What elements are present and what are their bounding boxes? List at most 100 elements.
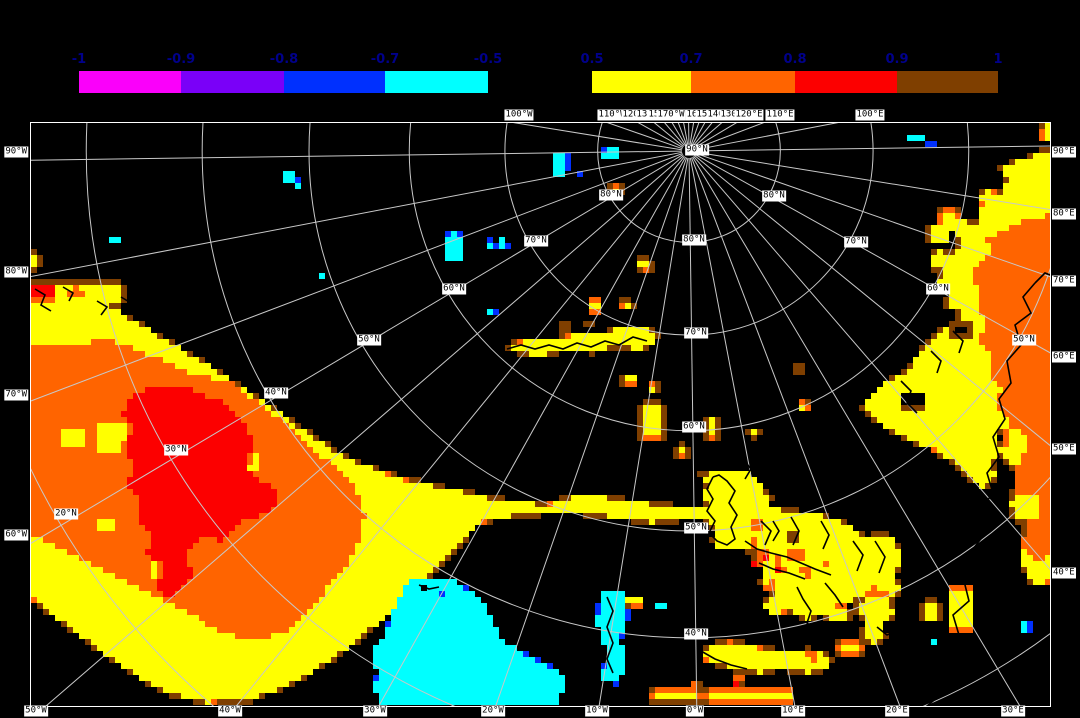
colorbar-tick: 0.5 bbox=[580, 52, 604, 67]
latitude-label: 50°N bbox=[357, 334, 381, 346]
coastline bbox=[758, 562, 806, 580]
longitude-label: 80°W bbox=[4, 266, 28, 278]
longitude-label: 60°W bbox=[4, 529, 28, 541]
coastline bbox=[120, 296, 133, 312]
latitude-label: 90°N bbox=[685, 144, 709, 156]
colorbar-tick: 0.7 bbox=[679, 52, 703, 67]
meridian-line bbox=[694, 155, 1050, 447]
meridian-line bbox=[694, 153, 1050, 354]
meridian-line bbox=[653, 123, 684, 147]
graticule-overlay bbox=[31, 123, 1050, 706]
colorbar-tick: 1 bbox=[993, 52, 1003, 67]
latitude-label: 30°N bbox=[164, 444, 188, 456]
meridian-line bbox=[690, 123, 700, 145]
colorbar-tick: 0.9 bbox=[885, 52, 909, 67]
colorbar-segment bbox=[795, 71, 897, 93]
meridian-line bbox=[695, 151, 1050, 210]
latitude-circle bbox=[201, 123, 1050, 639]
longitude-label: 120°E bbox=[734, 109, 764, 121]
latitude-circle bbox=[31, 467, 215, 706]
longitude-label: 20°E bbox=[885, 705, 909, 717]
coastline bbox=[706, 474, 738, 546]
coastline bbox=[900, 380, 918, 414]
latitude-label: 50°N bbox=[1012, 334, 1036, 346]
coastline bbox=[790, 516, 800, 546]
coastline bbox=[506, 336, 648, 350]
colorbar-tick: -0.8 bbox=[269, 52, 299, 67]
meridian-line bbox=[689, 123, 695, 145]
longitude-label: 60°E bbox=[1052, 351, 1076, 363]
colorbar-segment bbox=[691, 71, 795, 93]
meridian-line bbox=[598, 157, 689, 706]
coastline bbox=[742, 458, 752, 480]
longitude-label: 100°W bbox=[504, 109, 534, 121]
meridian-line bbox=[689, 157, 796, 706]
coastline bbox=[820, 520, 830, 550]
meridian-line bbox=[637, 123, 684, 149]
coastline bbox=[930, 350, 942, 374]
coastline bbox=[874, 540, 886, 574]
longitude-label: 10°W bbox=[585, 705, 609, 717]
colorbar-tick: -0.9 bbox=[166, 52, 196, 67]
longitude-label: 0°W bbox=[685, 705, 705, 717]
colorbar-negative-scale bbox=[79, 71, 488, 93]
meridian-line bbox=[378, 156, 687, 706]
colorbar-positive-scale bbox=[592, 71, 998, 93]
longitude-label: 170°W bbox=[656, 109, 686, 121]
meridian-line bbox=[31, 154, 684, 544]
meridian-line bbox=[683, 123, 689, 145]
longitude-label: 70°W bbox=[4, 389, 28, 401]
longitude-label: 90°E bbox=[1052, 146, 1076, 158]
latitude-circle bbox=[31, 123, 1050, 706]
latitude-label: 80°N bbox=[762, 190, 786, 202]
meridian-line bbox=[688, 157, 698, 706]
colorbar-tick: 0.8 bbox=[783, 52, 807, 67]
coastline bbox=[824, 582, 844, 608]
meridian-line bbox=[607, 123, 683, 150]
meridian-line bbox=[512, 123, 683, 151]
meridian-line bbox=[31, 151, 683, 278]
meridian-line bbox=[692, 156, 1021, 706]
latitude-circle bbox=[85, 123, 1050, 706]
coastline bbox=[744, 540, 832, 576]
longitude-label: 70°E bbox=[1052, 275, 1076, 287]
longitude-label: 90°W bbox=[4, 146, 28, 158]
longitude-label: 50°E bbox=[1052, 443, 1076, 455]
latitude-label: 70°N bbox=[844, 236, 868, 248]
coastline bbox=[96, 300, 109, 316]
longitude-label: 110°E bbox=[765, 109, 795, 121]
data-patch-canvas bbox=[31, 123, 1050, 706]
longitude-label: 110°W bbox=[597, 109, 627, 121]
longitude-label: 40°E bbox=[1052, 567, 1076, 579]
meridian-line bbox=[45, 155, 685, 706]
meridian-line bbox=[495, 157, 688, 706]
coastline bbox=[926, 282, 1036, 706]
coastline bbox=[418, 584, 440, 590]
longitude-label: 100°E bbox=[855, 109, 885, 121]
coastline bbox=[606, 596, 614, 674]
coastline bbox=[700, 650, 748, 670]
meridian-line bbox=[31, 150, 683, 161]
coastline bbox=[876, 626, 898, 636]
coastline bbox=[796, 586, 816, 630]
coastline bbox=[1034, 272, 1050, 284]
longitude-label: 30°W bbox=[363, 705, 387, 717]
colorbar-segment bbox=[79, 71, 181, 93]
colorbar-tick: -0.5 bbox=[473, 52, 503, 67]
coastline bbox=[760, 520, 772, 546]
latitude-label: 60°N bbox=[682, 421, 706, 433]
colorbar-segment bbox=[385, 71, 488, 93]
latitude-label: 40°N bbox=[264, 387, 288, 399]
map-frame bbox=[30, 122, 1051, 707]
colorbar-tick: -1 bbox=[71, 52, 87, 67]
colorbar-segment bbox=[592, 71, 691, 93]
longitude-label: 40°W bbox=[218, 705, 242, 717]
coastline bbox=[34, 288, 52, 312]
colorbar-tick: -0.7 bbox=[370, 52, 400, 67]
latitude-circle bbox=[308, 123, 1050, 532]
coastline bbox=[852, 540, 864, 572]
latitude-label: 60°N bbox=[926, 283, 950, 295]
meridian-line bbox=[695, 145, 1050, 152]
longitude-label: 10°E bbox=[781, 705, 805, 717]
